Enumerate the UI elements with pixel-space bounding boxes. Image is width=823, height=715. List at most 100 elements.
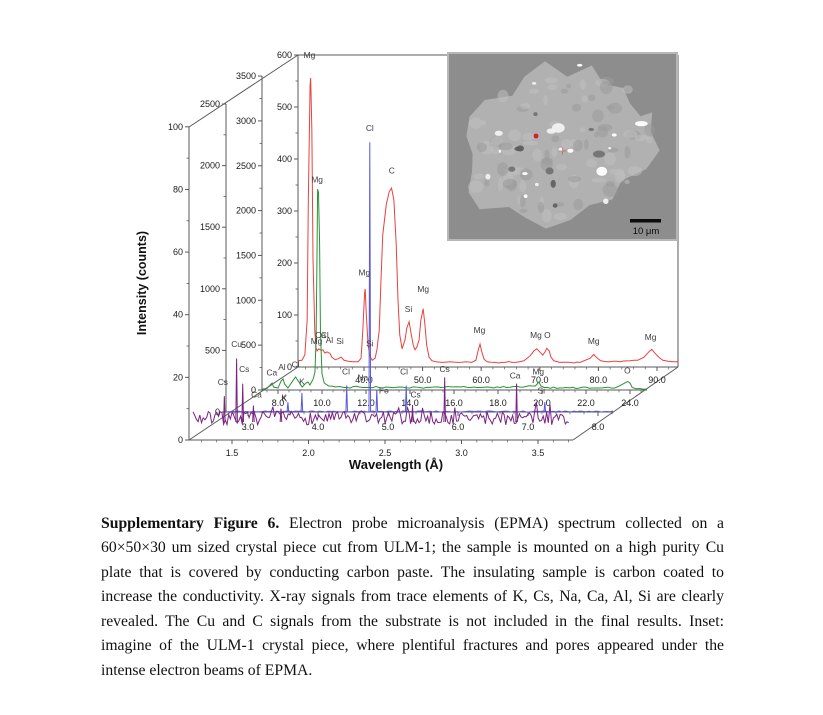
spectrum-line-green: [262, 188, 647, 390]
y-tick-label-red: 200: [277, 258, 292, 268]
inset-scale-label: 10 μm: [633, 226, 660, 237]
x-tick-label-blue: 8.0: [592, 422, 605, 432]
x-tick-label-red: 70.0: [531, 375, 549, 385]
peak-label-cu: Cu: [231, 339, 242, 349]
spectrum-line-blue: [225, 410, 614, 413]
peak-label-cs: Cs: [239, 364, 249, 374]
peak-label-mg: Mg: [417, 284, 429, 294]
peak-label-ca: Ca: [266, 367, 277, 377]
peak-label-mg: Mg: [304, 50, 316, 60]
axes-red: 0 100 200 300 400 500 600 40.0 50.0 60.0 70.0 80.0 9…: [277, 50, 678, 385]
y-tick-label-red: 100: [277, 310, 292, 320]
peak-label-k: K: [281, 392, 287, 402]
peak-label-o: O: [544, 330, 551, 340]
spectrum-line-purple: [192, 401, 569, 427]
peak-label-cs: Cs: [410, 389, 420, 399]
y-tick-label-blue: 0: [215, 407, 220, 417]
scale-bar: [630, 219, 661, 223]
y-tick-label-purple: 80: [173, 184, 183, 194]
peak-label-na: Na: [357, 372, 368, 382]
y-axis-title: Intensity (counts): [135, 231, 149, 335]
y-tick-label-green: 1000: [236, 295, 256, 305]
peak-label-cs: Cs: [218, 377, 228, 387]
peak-label-al: Al: [326, 335, 334, 345]
peak-label-si: Si: [405, 304, 413, 314]
peak-label-mg: Mg: [588, 336, 600, 346]
x-tick-label-purple: 2.0: [302, 448, 315, 458]
x-tick-label-blue: 4.0: [312, 422, 325, 432]
inset-border: [447, 52, 678, 241]
x-tick-label-green: 8.0: [272, 398, 285, 408]
y-tick-label-green: 2000: [236, 206, 256, 216]
y-tick-label-purple: 0: [178, 435, 183, 445]
peak-label-cl: Cl: [366, 123, 374, 133]
x-tick-label-green: 18.0: [489, 398, 507, 408]
x-tick-label-blue: 3.0: [242, 422, 255, 432]
figure-panel: 0 20 40 60 80 100 1.5 2.0 2.5 3.0 3.5 0 500 1000 1500 2…: [135, 50, 679, 472]
axes-purple: 0 20 40 60 80 100 1.5 2.0 2.5 3.0 3.5: [168, 122, 573, 458]
y-tick-label-green: 2500: [236, 161, 256, 171]
caption-lead: Supplementary Figure 6.: [101, 515, 280, 532]
figure-caption: Supplementary Figure 6. Electron probe m…: [101, 512, 724, 683]
spectrum-spikes-purple: [223, 358, 518, 423]
peak-label-o: O: [624, 366, 631, 376]
y-tick-label-blue: 2000: [200, 161, 220, 171]
x-tick-label-purple: 2.5: [379, 448, 392, 458]
x-tick-label-blue: 5.0: [382, 422, 395, 432]
x-tick-label-blue: 6.0: [452, 422, 465, 432]
y-tick-label-blue: 500: [205, 345, 220, 355]
peak-label-ca: Ca: [510, 370, 521, 380]
x-tick-label-green: 14.0: [401, 398, 419, 408]
x-tick-label-blue: 7.0: [522, 422, 535, 432]
peak-label-ca: Ca: [251, 389, 262, 399]
spectrum-spikes-blue: [286, 142, 547, 412]
x-tick-label-green: 24.0: [621, 398, 639, 408]
peak-label-cl: Cl: [321, 330, 329, 340]
x-tick-label-red: 50.0: [414, 375, 432, 385]
peak-label-mg: Mg: [311, 175, 323, 185]
peak-label-cl: Cl: [342, 366, 350, 376]
peak-label-k: K: [282, 393, 288, 403]
peak-label-k: K: [299, 377, 305, 387]
peak-label-c: C: [389, 166, 395, 176]
inset-sem-image: [447, 52, 678, 241]
x-tick-label-red: 80.0: [590, 375, 608, 385]
x-tick-label-red: 40.0: [355, 375, 373, 385]
x-tick-label-green: 20.0: [533, 398, 551, 408]
y-tick-label-green: 1500: [236, 250, 256, 260]
peak-label-mg: Mg: [474, 325, 486, 335]
y-tick-label-blue: 1000: [200, 284, 220, 294]
y-tick-label-purple: 40: [173, 310, 183, 320]
x-tick-label-green: 12.0: [357, 398, 375, 408]
peak-label-mg: Mg: [530, 330, 542, 340]
y-tick-label-green: 0: [251, 385, 256, 395]
y-tick-label-purple: 60: [173, 247, 183, 257]
x-tick-label-purple: 1.5: [226, 448, 239, 458]
y-tick-label-green: 3000: [236, 116, 256, 126]
y-tick-label-red: 600: [277, 50, 292, 60]
peak-label-cl: Cl: [292, 359, 300, 369]
peak-label-fe: Fe: [379, 385, 389, 395]
peak-label-si: Si: [538, 385, 546, 395]
y-tick-label-red: 300: [277, 206, 292, 216]
y-tick-label-blue: 1500: [200, 222, 220, 232]
y-tick-label-blue: 2500: [200, 99, 220, 109]
peak-labels-blue: K K Cl Na Cl Fe Cl Si: [282, 123, 546, 403]
x-tick-label-red: 60.0: [472, 375, 490, 385]
peak-labels-purple: Cs Cu Cs Ca K Cs Cs Ca: [218, 339, 521, 402]
peak-label-si: Si: [336, 336, 344, 346]
spectrum-line-red: [297, 77, 679, 364]
x-tick-label-green: 22.0: [577, 398, 595, 408]
x-tick-label-purple: 3.0: [455, 448, 468, 458]
peak-label-cs: Cs: [440, 364, 450, 374]
peak-label-mg: Mg: [532, 367, 544, 377]
peak-label-cl: Cl: [400, 366, 408, 376]
x-axis-title: Wavelength (Å): [349, 457, 443, 472]
peak-label-mg: Mg: [645, 332, 657, 342]
y-tick-label-red: 400: [277, 154, 292, 164]
